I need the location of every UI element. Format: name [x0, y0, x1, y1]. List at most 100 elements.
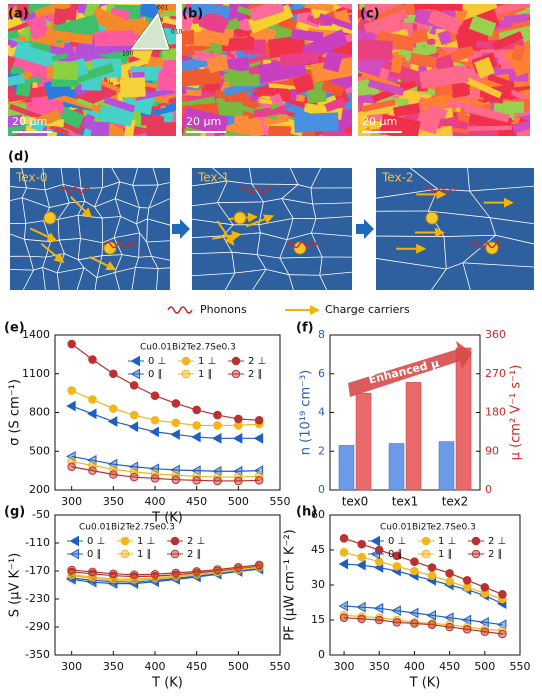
marker [170, 574, 180, 585]
ebsd-map [182, 4, 352, 136]
grain-boundary [319, 275, 328, 291]
grain-boundary [191, 235, 223, 239]
carrier [43, 211, 57, 225]
grain-boundary [446, 262, 464, 270]
grain-boundary [257, 254, 280, 259]
grain [182, 121, 187, 136]
grain [146, 122, 176, 136]
marker [338, 600, 349, 612]
grain-boundary [9, 233, 25, 240]
y-tick-label: 45 [311, 543, 325, 556]
grain-boundary [101, 242, 104, 256]
legend-label: 1 ∥ [137, 549, 152, 560]
grain [320, 21, 333, 26]
grain-boundary [114, 232, 140, 239]
series-line [71, 460, 260, 478]
legend-marker [130, 368, 140, 380]
series-line [71, 455, 260, 472]
grain-boundary [311, 232, 353, 237]
marker [86, 454, 97, 466]
grain-boundary [23, 239, 31, 257]
grain-boundary [94, 206, 103, 219]
grain [53, 92, 102, 113]
marker [66, 451, 76, 462]
grain-boundary [63, 183, 82, 189]
grain-boundary [44, 189, 50, 208]
legend-label: 2 ∥ [488, 549, 503, 560]
grain [324, 97, 347, 113]
legend-label: 2 ∥ [187, 549, 202, 560]
grain-boundary [80, 188, 86, 202]
carrier [425, 211, 439, 225]
grain-boundary [311, 218, 317, 234]
marker [109, 404, 118, 413]
grain [506, 65, 530, 100]
grain-boundary [251, 183, 264, 203]
grain [474, 57, 495, 79]
grain [318, 22, 352, 36]
grain [182, 106, 229, 136]
marker [211, 432, 222, 444]
grain-boundary [319, 271, 353, 276]
grain [8, 74, 26, 87]
legend-marker [69, 535, 79, 547]
marker [171, 568, 181, 578]
series-line [71, 343, 260, 421]
grain [290, 29, 324, 43]
series-line [71, 564, 260, 576]
series-line [71, 405, 260, 439]
grain-boundary [44, 183, 64, 191]
grain-boundary [224, 272, 236, 291]
annotation: Enhanced μ [367, 356, 440, 386]
marker [462, 576, 472, 585]
marker [234, 562, 243, 572]
grain [360, 99, 396, 113]
grain [295, 94, 306, 103]
y-axis-title: S (μV K⁻¹) [8, 553, 23, 617]
grain-boundary [9, 269, 34, 271]
marker [357, 539, 366, 549]
grain [365, 130, 384, 136]
grain-boundary [77, 238, 81, 260]
grain-boundary [147, 207, 150, 219]
grain [495, 4, 530, 15]
x-tick-label: tex0 [342, 495, 369, 509]
flow-arrow [172, 219, 190, 239]
marker [213, 410, 222, 420]
marker [213, 421, 222, 430]
scale-bar-label: 20 μm [186, 115, 221, 128]
grain-boundary [115, 198, 140, 208]
x-tick-label: 450 [439, 660, 460, 673]
grain-boundary [310, 187, 314, 205]
legend-marker [471, 536, 481, 546]
carrier-arrow [89, 256, 117, 271]
grain [427, 8, 462, 35]
grain-boundary [42, 267, 58, 274]
marker [88, 466, 97, 475]
marker [67, 570, 76, 580]
grain [188, 75, 213, 84]
legend-label: 1 ∥ [198, 369, 213, 380]
x-tick-label: 450 [186, 495, 207, 508]
x-tick-label: 500 [474, 660, 495, 673]
marker [67, 339, 76, 349]
marker [253, 432, 264, 444]
series-line [343, 551, 503, 600]
grain-boundary [138, 232, 140, 258]
grain [151, 4, 176, 15]
grain-boundary [57, 219, 60, 241]
grain-boundary [9, 197, 23, 202]
grain-boundary [469, 190, 491, 218]
marker [408, 607, 419, 619]
grain [134, 87, 175, 102]
marker [192, 476, 201, 485]
grain [512, 119, 530, 134]
grain-boundary [21, 167, 27, 188]
grain-boundary [26, 187, 46, 191]
legend-label: 2 ⊥ [488, 536, 506, 547]
grain-boundary [77, 259, 85, 269]
grain-boundary [76, 267, 85, 291]
y2-tick-label: 0 [485, 483, 492, 496]
grain [293, 112, 339, 133]
grain-boundary [42, 257, 47, 268]
